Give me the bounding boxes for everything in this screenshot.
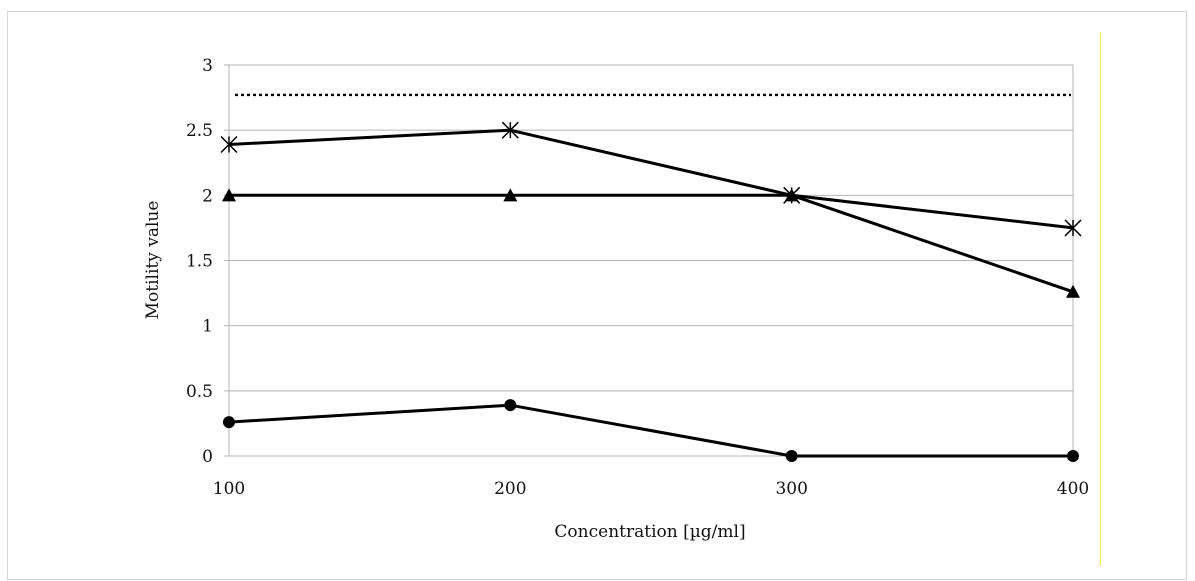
series-line-triangle bbox=[229, 193, 1074, 294]
chart-frame bbox=[7, 11, 1187, 580]
y-axis-title: Motility value bbox=[143, 201, 163, 320]
y-tick-label: 1 bbox=[202, 317, 213, 337]
data-point-circle bbox=[504, 399, 517, 412]
y-tick-label: 0.5 bbox=[186, 382, 213, 402]
x-tick-label: 400 bbox=[1057, 479, 1089, 499]
grid-lines bbox=[229, 64, 1073, 457]
data-point-triangle bbox=[784, 188, 799, 202]
data-point-circle bbox=[785, 450, 798, 462]
series-line-asterisk bbox=[228, 128, 1074, 230]
data-point-triangle bbox=[222, 188, 236, 202]
data-point-circle bbox=[1067, 450, 1079, 462]
y-tick-label: 0 bbox=[202, 447, 213, 467]
axes bbox=[224, 64, 1074, 457]
data-point-asterisk bbox=[220, 135, 238, 154]
x-tick-label: 200 bbox=[494, 479, 526, 499]
series-group bbox=[220, 93, 1082, 462]
data-point-triangle bbox=[503, 188, 518, 202]
data-point-triangle bbox=[1066, 284, 1080, 298]
y-tick-label: 1.5 bbox=[186, 252, 213, 272]
data-point-asterisk bbox=[501, 121, 519, 139]
y-tick-labels: 0 0.5 1 1.5 2 2.5 3 bbox=[186, 56, 213, 467]
y-tick-label: 2 bbox=[202, 186, 213, 206]
series-line-circle bbox=[228, 403, 1073, 458]
x-tick-label: 300 bbox=[775, 479, 807, 499]
data-point-asterisk bbox=[1064, 219, 1082, 237]
x-axis-title: Concentration [µg/ml] bbox=[554, 522, 745, 542]
y-tick-label: 3 bbox=[202, 56, 213, 76]
x-tick-label: 100 bbox=[213, 479, 245, 499]
yellow-divider bbox=[1100, 32, 1101, 566]
data-point-circle bbox=[223, 416, 235, 429]
y-tick-label: 2.5 bbox=[186, 121, 213, 141]
x-tick-labels: 100 200 300 400 bbox=[213, 479, 1089, 499]
